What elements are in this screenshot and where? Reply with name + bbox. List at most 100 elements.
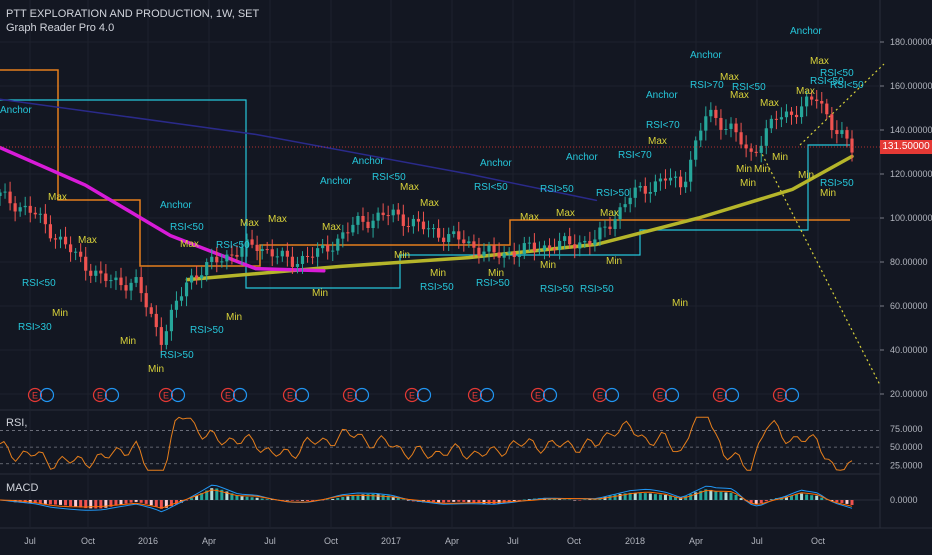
macd-histogram-bar — [174, 500, 178, 505]
candle-body — [628, 197, 632, 205]
candle-body — [749, 148, 753, 152]
macd-histogram-bar — [129, 500, 133, 503]
macd-histogram-bar — [820, 497, 824, 500]
macd-histogram-bar — [164, 500, 168, 508]
annotation-label: Min — [798, 170, 814, 181]
moving-averages — [0, 98, 854, 282]
candle-body — [381, 212, 385, 216]
candle-body — [3, 191, 7, 193]
candle-body — [537, 250, 542, 252]
annotation-label: Max — [556, 208, 575, 219]
earnings-marker-circle — [772, 387, 788, 403]
candle-body — [638, 185, 642, 188]
candle-body — [366, 221, 370, 228]
annotation-label: Min — [672, 298, 688, 309]
y-tick-label: 140.00000 — [890, 125, 932, 135]
candle-body — [668, 177, 673, 181]
time-axis: Jul Oct 2016 Apr Jul Oct 2017 Apr Jul Oct 2018 Apr J… — [24, 536, 825, 546]
macd-histogram-bar — [64, 500, 68, 506]
earnings-marker-label: E — [97, 391, 103, 401]
candle-body — [63, 236, 68, 245]
macd-pane: 0.0000 — [0, 484, 918, 513]
macd-histogram-bar — [815, 495, 819, 500]
macd-histogram-bar — [452, 500, 456, 502]
annotation-label: Anchor — [790, 26, 822, 37]
candle-body — [250, 239, 254, 245]
macd-histogram-bar — [361, 494, 365, 500]
x-tick-label: 2018 — [625, 536, 645, 546]
macd-histogram-bar — [689, 494, 693, 500]
macd-histogram-bar — [588, 499, 592, 500]
macd-signal-line — [0, 489, 853, 509]
candle-body — [673, 176, 678, 178]
macd-histogram-bar — [311, 500, 315, 501]
annotation-label: Max — [420, 198, 439, 209]
macd-histogram-bar — [169, 500, 173, 507]
candle-body — [305, 255, 310, 257]
candle-body — [830, 114, 834, 131]
range-line-orange — [0, 69, 850, 267]
annotation-label: Max — [720, 72, 739, 83]
candle-body — [462, 239, 466, 244]
annotation-label: Max — [520, 212, 539, 223]
candle-body — [94, 270, 98, 276]
candle-body — [678, 176, 683, 188]
macd-histogram-bar — [265, 499, 269, 500]
macd-histogram-bar — [109, 500, 113, 507]
x-tick-label: 2016 — [138, 536, 158, 546]
x-tick-label: Apr — [202, 536, 216, 546]
candle-body — [810, 96, 814, 100]
macd-histogram-bar — [154, 500, 158, 507]
macd-histogram-bar — [255, 497, 259, 500]
macd-histogram-bar — [527, 499, 531, 500]
annotation-label: RSI<50 — [830, 80, 864, 91]
candle-body — [351, 224, 355, 233]
macd-histogram-bar — [825, 499, 829, 500]
earnings-marker-label: E — [347, 391, 353, 401]
earnings-marker-label: E — [409, 391, 415, 401]
macd-histogram-bar — [573, 500, 577, 501]
candle-body — [386, 215, 390, 217]
earnings-marker-label: E — [472, 391, 478, 401]
macd-histogram-bar — [472, 500, 476, 503]
macd-histogram-bar — [245, 496, 249, 500]
macd-histogram-bar — [104, 500, 108, 508]
candle-body — [346, 232, 350, 234]
earnings-marker-circle — [712, 387, 728, 403]
macd-histogram-bar — [336, 497, 340, 500]
y-tick-label: 100.00000 — [890, 213, 932, 223]
annotation-label: Max — [796, 86, 815, 97]
macd-histogram-bar — [628, 492, 632, 500]
candle-body — [492, 245, 496, 253]
candle-body — [588, 240, 592, 245]
macd-histogram-bar — [326, 499, 330, 500]
dividend-marker-circle — [170, 387, 186, 403]
candle-body — [714, 109, 718, 118]
macd-line — [0, 484, 853, 513]
candle-body — [557, 240, 562, 251]
macd-histogram-bar — [215, 488, 219, 500]
candle-body — [452, 231, 456, 235]
candle-body — [774, 118, 778, 120]
macd-histogram-bar — [830, 500, 834, 502]
candle-body — [356, 215, 360, 225]
annotation-label: Min — [148, 364, 164, 375]
rsi-line — [0, 416, 853, 471]
macd-histogram-bar — [462, 500, 466, 502]
macd-histogram-bar — [391, 496, 395, 500]
macd-histogram-bar — [159, 500, 163, 509]
macd-histogram-bar — [114, 500, 118, 506]
candle-body — [472, 241, 476, 248]
candle-body — [623, 204, 627, 208]
annotation-label: RSI>50 — [580, 284, 614, 295]
macd-histogram-bar — [401, 499, 405, 500]
macd-histogram-bar — [754, 500, 758, 504]
macd-histogram-bar — [250, 497, 254, 500]
candle-body — [154, 313, 158, 328]
macd-histogram-bar — [321, 500, 325, 501]
candle-body — [361, 215, 365, 222]
earnings-marker-circle — [220, 387, 236, 403]
candle-body — [68, 244, 73, 253]
macd-histogram-bar — [648, 493, 652, 500]
